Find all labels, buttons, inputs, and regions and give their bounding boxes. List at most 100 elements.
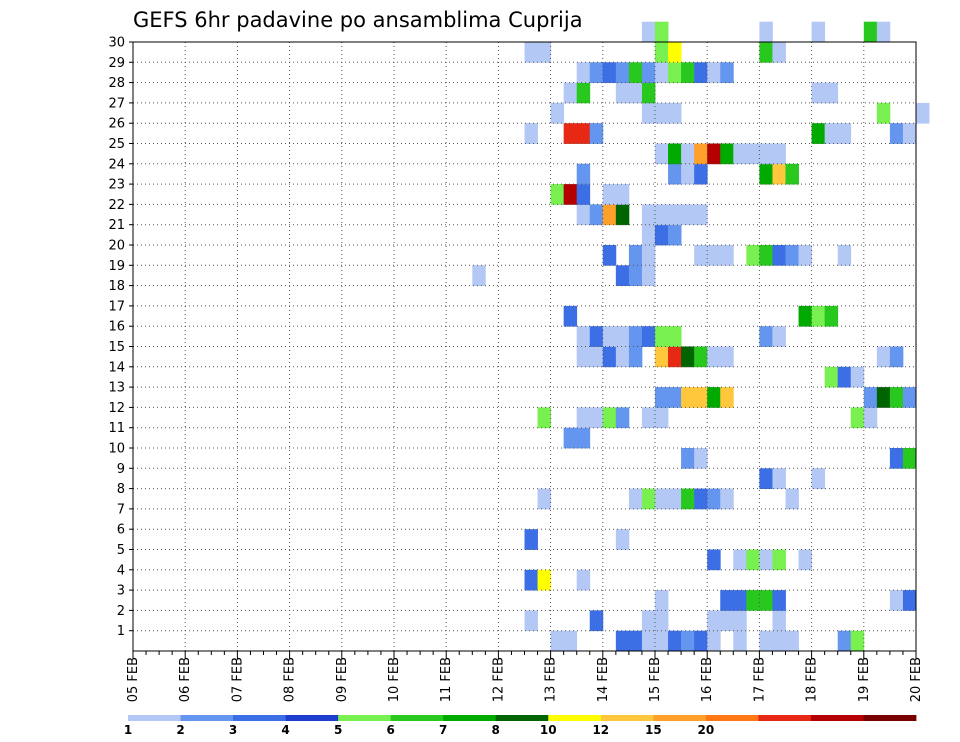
precip-cell: [863, 407, 878, 429]
precip-cell: [759, 590, 773, 611]
precip-cell: [889, 346, 904, 368]
precip-cell: [589, 610, 604, 632]
precip-cell: [824, 82, 839, 104]
precip-cell: [576, 123, 591, 144]
x-tick-label: 17 FEB: [752, 657, 767, 702]
y-tick-label: 2: [117, 604, 125, 619]
precip-cell: [681, 62, 695, 83]
precip-cell: [733, 143, 747, 165]
y-tick-label: 8: [117, 482, 125, 497]
precip-cell: [628, 265, 643, 286]
precip-cell: [563, 123, 578, 144]
y-tick-label: 15: [108, 340, 125, 355]
precip-cell: [589, 62, 604, 83]
precip-cell: [589, 326, 604, 347]
precip-cell: [563, 427, 578, 449]
precip-cell: [733, 630, 747, 652]
precip-cell: [668, 387, 682, 408]
precip-cell: [537, 42, 551, 63]
precip-cell: [759, 163, 773, 185]
precip-cell: [550, 184, 565, 205]
precip-cell: [694, 204, 708, 226]
y-tick-label: 23: [108, 178, 125, 193]
x-axis-ticks: 05 FEB 06 FEB 07 FEB 08 FEB 09 FEB 10 FEB 11 F…: [126, 651, 924, 702]
precip-cell: [537, 407, 551, 429]
precip-cell: [655, 590, 669, 611]
precip-cell: [798, 305, 812, 327]
precip-cell: [720, 387, 734, 408]
colorbar-label: 2: [176, 723, 184, 737]
precip-cell: [746, 590, 760, 611]
colorbar-label: 20: [698, 723, 715, 737]
precip-cell: [720, 590, 734, 611]
colorbar-swatch: [233, 715, 286, 721]
precip-cell: [602, 346, 617, 368]
precip-cell: [576, 346, 591, 368]
precip-cell: [746, 143, 760, 165]
x-tick-label: 12 FEB: [491, 657, 506, 702]
precip-cell: [759, 245, 773, 266]
precip-cell: [655, 407, 669, 429]
precip-cell: [811, 468, 826, 489]
precip-cell: [759, 630, 773, 652]
precip-cell: [524, 569, 538, 591]
precip-cell: [576, 407, 591, 429]
precip-cell: [615, 184, 630, 205]
precip-cell: [681, 630, 695, 652]
x-tick-label: 15 FEB: [648, 657, 663, 702]
colorbar-swatch: [705, 715, 759, 721]
precip-cell: [850, 366, 865, 388]
precip-cell: [772, 163, 786, 185]
precip-cell: [694, 448, 708, 469]
colorbar-swatch: [390, 715, 444, 721]
precip-cell: [759, 326, 773, 347]
x-tick-label: 13 FEB: [544, 657, 559, 702]
y-axis-ticks: 1234567891011121314151617181920212223242…: [108, 36, 133, 639]
precip-cell: [576, 82, 591, 104]
precip-cell: [837, 245, 852, 266]
precip-cell: [707, 610, 721, 632]
precip-cell: [563, 184, 578, 205]
precip-cell: [876, 387, 891, 408]
precip-cell: [785, 163, 799, 185]
precip-cell: [628, 488, 643, 510]
y-tick-label: 13: [108, 381, 125, 396]
precip-cell: [889, 387, 904, 408]
precip-cell: [759, 468, 773, 489]
colorbar-label: 12: [592, 723, 609, 737]
y-tick-label: 12: [108, 401, 125, 416]
precip-cell: [694, 488, 708, 510]
colorbar-swatch: [180, 715, 234, 721]
x-tick-label: 08 FEB: [283, 657, 298, 702]
colorbar-label: 7: [439, 723, 447, 737]
y-tick-label: 3: [117, 584, 125, 599]
x-tick-label: 19 FEB: [857, 657, 872, 702]
precip-cell: [668, 488, 682, 510]
precip-cell: [472, 265, 486, 286]
x-tick-label: 14 FEB: [596, 657, 611, 702]
precip-cell: [889, 590, 904, 611]
y-tick-label: 10: [108, 442, 125, 457]
precip-cell: [824, 123, 839, 144]
colorbar-swatch: [443, 715, 497, 721]
precip-cell: [772, 468, 786, 489]
precip-cell: [889, 448, 904, 469]
colorbar-swatch: [810, 715, 864, 721]
precip-cell: [641, 326, 656, 347]
precip-cell: [746, 549, 760, 571]
colorbar-swatch: [128, 715, 181, 721]
colorbar-label: 10: [540, 723, 557, 737]
colorbar-swatch: [758, 715, 812, 721]
colorbar-label: 3: [229, 723, 237, 737]
precip-cell: [602, 245, 617, 266]
precip-cell: [589, 407, 604, 429]
precip-cell: [681, 488, 695, 510]
precip-cell: [655, 21, 669, 43]
precip-cell: [733, 610, 747, 632]
precip-cell: [811, 82, 826, 104]
precip-cell: [720, 488, 734, 510]
colorbar-label: 5: [334, 723, 342, 737]
y-tick-label: 22: [108, 198, 125, 213]
precip-cell: [628, 346, 643, 368]
